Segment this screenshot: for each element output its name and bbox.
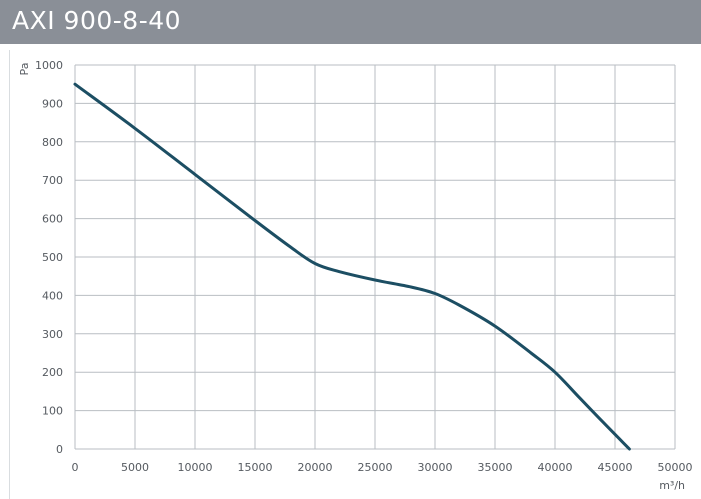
chart-title: AXI 900-8-40 bbox=[12, 6, 182, 35]
x-tick-label: 5000 bbox=[121, 461, 149, 474]
y-tick-label: 800 bbox=[42, 136, 63, 149]
y-tick-labels: 0 100 200 300 400 500 600 700 800 900 1000 bbox=[35, 59, 63, 456]
y-tick-label: 300 bbox=[42, 328, 63, 341]
x-tick-label: 25000 bbox=[358, 461, 393, 474]
x-axis-label: m³/h bbox=[659, 479, 685, 492]
x-tick-label: 50000 bbox=[658, 461, 693, 474]
x-tick-label: 30000 bbox=[418, 461, 453, 474]
y-axis-label: Pa bbox=[18, 63, 31, 76]
y-tick-label: 200 bbox=[42, 366, 63, 379]
y-tick-label: 0 bbox=[56, 443, 63, 456]
x-tick-label: 40000 bbox=[538, 461, 573, 474]
y-tick-label: 500 bbox=[42, 251, 63, 264]
y-tick-label: 700 bbox=[42, 174, 63, 187]
y-tick-label: 400 bbox=[42, 289, 63, 302]
left-divider bbox=[9, 50, 10, 499]
y-tick-label: 100 bbox=[42, 405, 63, 418]
series-line-fan-curve bbox=[73, 82, 631, 451]
y-tick-label: 1000 bbox=[35, 59, 63, 72]
y-tick-label: 600 bbox=[42, 213, 63, 226]
title-bar: AXI 900-8-40 bbox=[0, 0, 701, 44]
x-tick-label: 45000 bbox=[598, 461, 633, 474]
x-tick-labels: 0 5000 10000 15000 20000 25000 30000 35000 40000… bbox=[72, 461, 693, 474]
x-tick-label: 0 bbox=[72, 461, 79, 474]
x-tick-label: 15000 bbox=[238, 461, 273, 474]
y-tick-label: 900 bbox=[42, 97, 63, 110]
grid-lines bbox=[74, 64, 676, 450]
x-tick-label: 10000 bbox=[178, 461, 213, 474]
x-tick-label: 35000 bbox=[478, 461, 513, 474]
x-tick-label: 20000 bbox=[298, 461, 333, 474]
